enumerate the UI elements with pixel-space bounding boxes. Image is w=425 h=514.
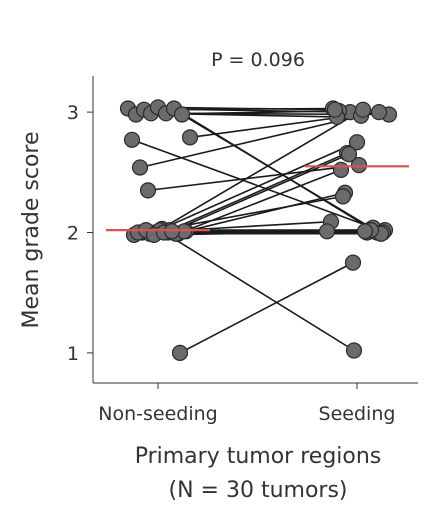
data-point: [171, 344, 189, 362]
data-point: [370, 104, 388, 121]
data-point: [356, 223, 374, 240]
pair-line: [177, 169, 342, 235]
pair-line: [179, 261, 354, 354]
y-tick-label: 1: [67, 343, 79, 365]
pair-line: [163, 231, 355, 352]
data-point: [348, 134, 366, 151]
data-point: [163, 223, 181, 240]
pair-line: [154, 109, 364, 234]
data-point: [173, 106, 191, 123]
x-ticks: Non-seeding Seeding: [98, 383, 395, 425]
data-point: [181, 129, 199, 146]
x-axis-label: Primary tumor regions: [135, 444, 382, 469]
pair-line: [185, 192, 346, 233]
data-point: [123, 131, 141, 148]
pair-line: [139, 114, 362, 169]
pair-line: [157, 106, 336, 111]
x-tick-label: Seeding: [319, 403, 396, 425]
data-point: [345, 342, 363, 359]
data-point: [131, 159, 149, 176]
y-tick-label: 2: [67, 223, 79, 245]
data-point: [139, 182, 157, 199]
p-value-annotation: P = 0.096: [211, 49, 305, 71]
data-point: [334, 188, 352, 205]
data-points: [119, 99, 398, 362]
data-point: [344, 254, 362, 271]
y-tick-label: 3: [67, 102, 79, 124]
data-point: [318, 223, 336, 240]
pair-line: [169, 152, 348, 231]
pair-line: [131, 139, 374, 229]
y-axis-label: Mean grade score: [19, 131, 44, 328]
pair-line: [147, 164, 360, 192]
median-lines: [106, 165, 409, 232]
data-point: [350, 156, 368, 174]
x-axis-sublabel: (N = 30 tumors): [169, 478, 348, 503]
data-point: [340, 146, 358, 163]
data-point: [354, 101, 372, 118]
pair-line: [161, 141, 358, 230]
data-point: [326, 101, 344, 118]
data-point: [332, 161, 350, 179]
x-tick-label: Non-seeding: [98, 403, 217, 425]
y-ticks: 1 2 3: [67, 102, 93, 365]
